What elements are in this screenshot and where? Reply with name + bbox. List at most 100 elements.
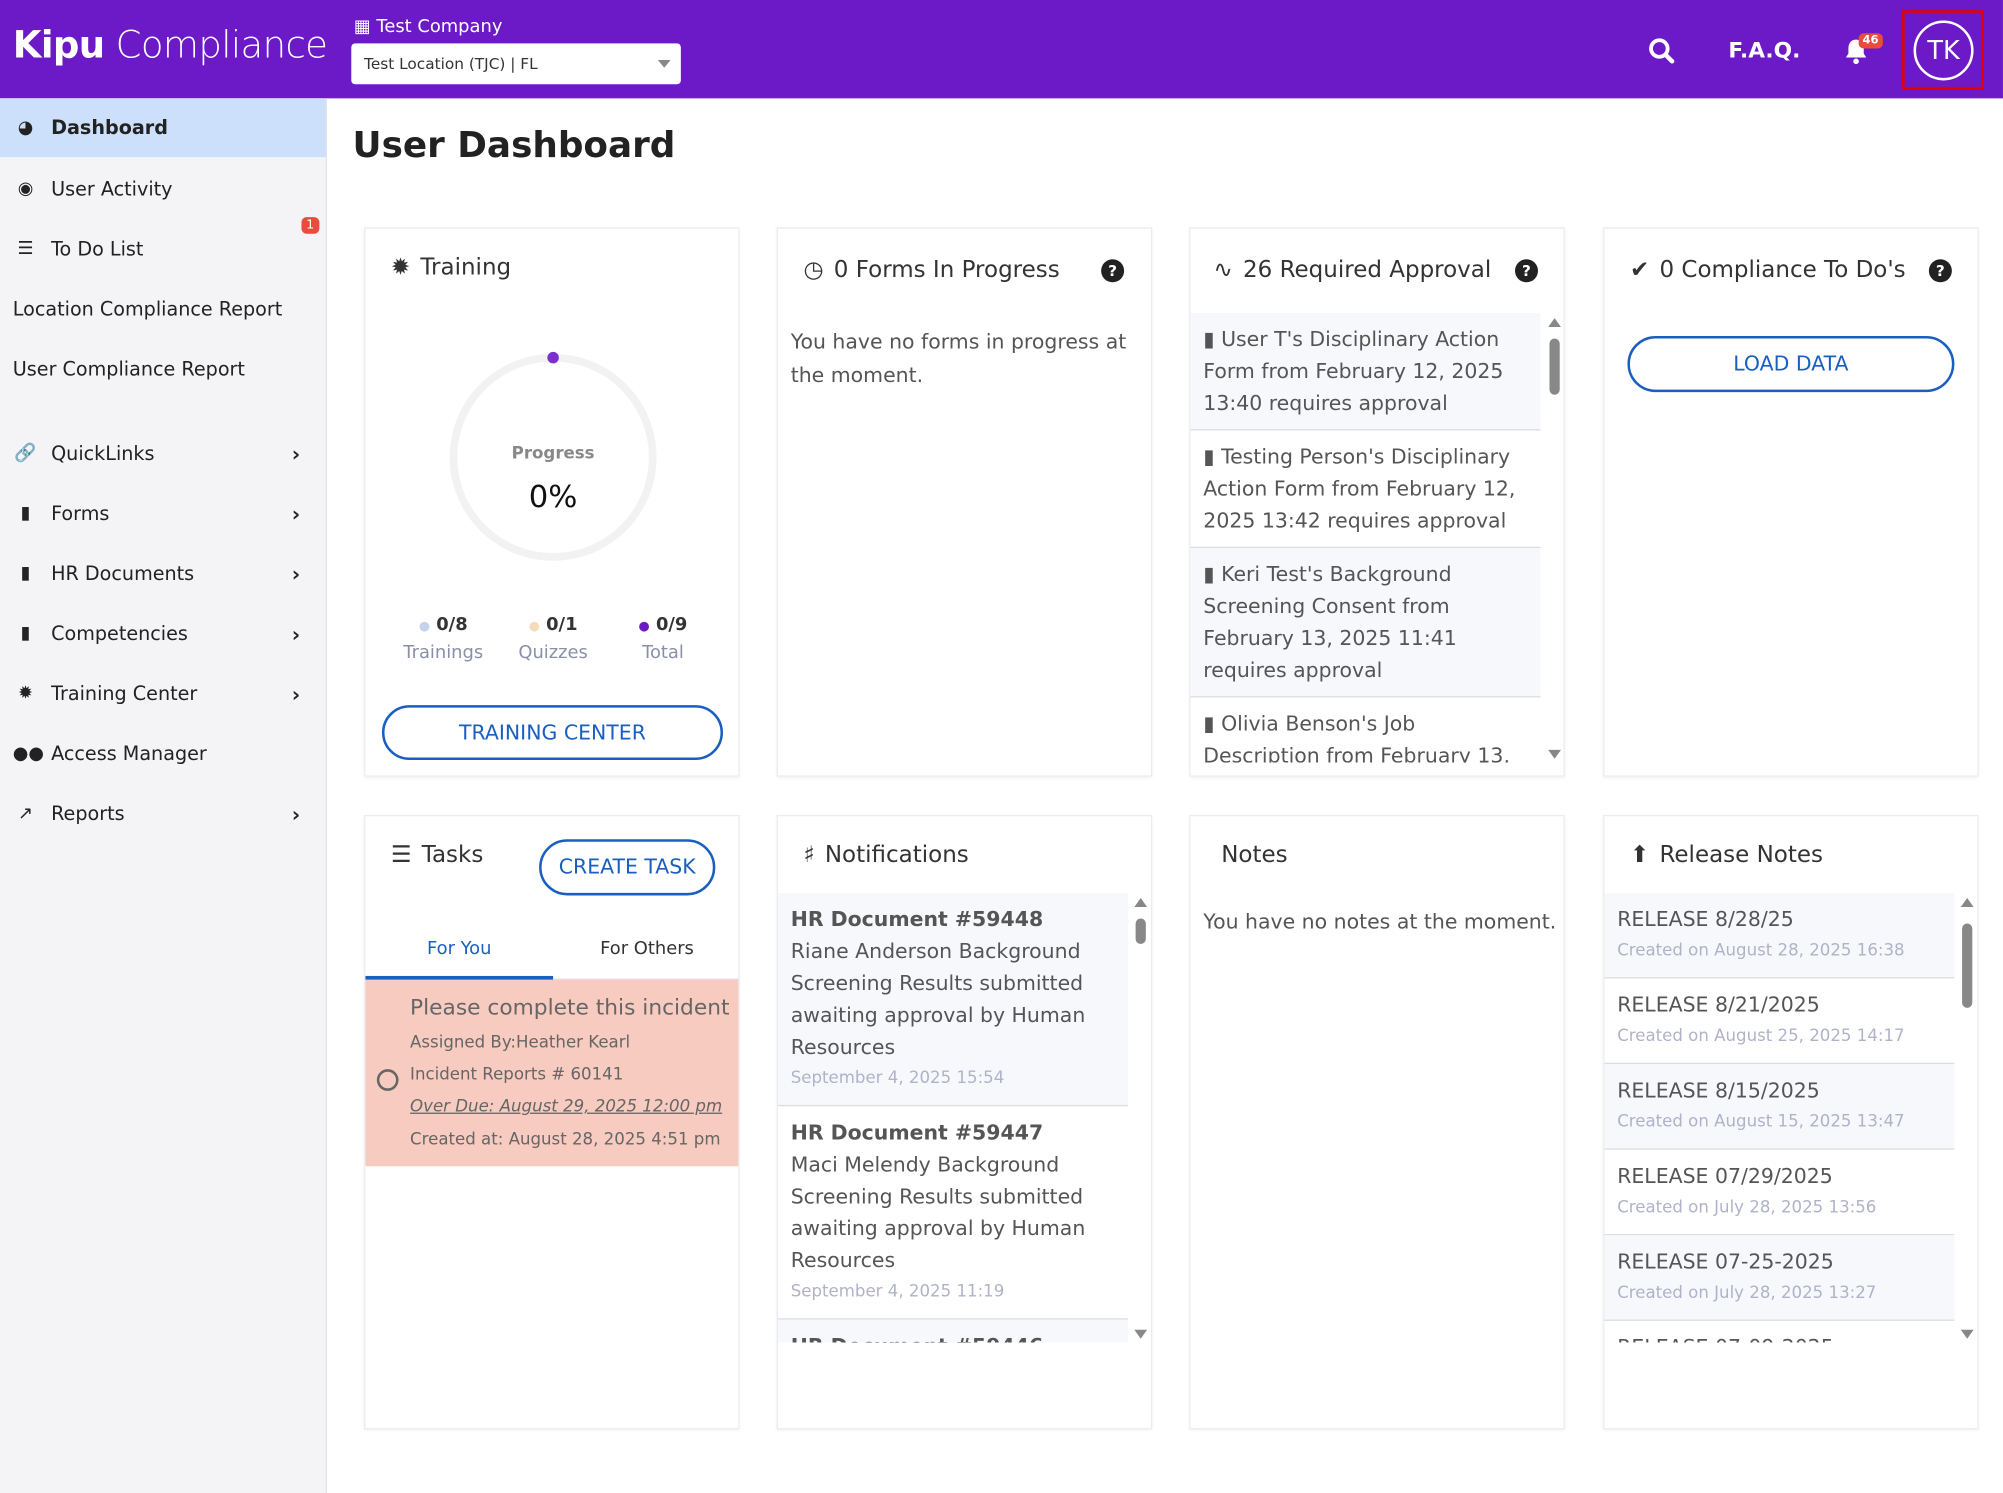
sidebar-item-label: QuickLinks bbox=[51, 441, 155, 465]
avatar[interactable]: TK bbox=[1913, 20, 1974, 81]
sidebar-item-label: Training Center bbox=[51, 682, 198, 706]
training-header: ✹ Training bbox=[391, 254, 511, 281]
task-due-date[interactable]: Over Due: August 29, 2025 12:00 pm bbox=[410, 1097, 723, 1117]
approval-item[interactable]: ▮ Olivia Benson's Job Description from F… bbox=[1191, 697, 1541, 763]
sidebar-item-dashboard[interactable]: ◕ Dashboard bbox=[0, 98, 326, 158]
release-item-date: Created on July 28, 2025 13:56 bbox=[1617, 1198, 1877, 1218]
help-icon[interactable]: ? bbox=[1514, 259, 1538, 283]
release-item-date: Created on August 28, 2025 16:38 bbox=[1617, 941, 1905, 961]
task-item[interactable]: Please complete this incident Assigned B… bbox=[365, 979, 739, 1167]
release-item-title: RELEASE 8/21/2025 bbox=[1617, 992, 1820, 1017]
id-badge-icon: ▮ bbox=[1203, 327, 1215, 352]
approval-title: 26 Required Approval bbox=[1243, 256, 1492, 284]
approval-item[interactable]: ▮ Testing Person's Disciplinary Action F… bbox=[1190, 430, 1541, 549]
release-item[interactable]: RELEASE 8/15/2025 Created on August 15, 2… bbox=[1604, 1064, 1955, 1150]
sidebar-item-training-center[interactable]: ✹ Training Center › bbox=[0, 664, 326, 723]
task-complete-radio[interactable] bbox=[376, 1069, 399, 1091]
create-task-button[interactable]: CREATE TASK bbox=[539, 839, 716, 896]
release-header: ⬆ Release Notes bbox=[1630, 842, 1823, 869]
link-icon: 🔗 bbox=[14, 443, 37, 464]
logo[interactable]: Kipu Compliance bbox=[13, 23, 328, 66]
notification-item[interactable]: HR Document #59446 bbox=[777, 1319, 1128, 1343]
approval-scrollbar[interactable] bbox=[1547, 318, 1562, 759]
approval-list: ▮ User T's Disciplinary Action Form from… bbox=[1190, 312, 1541, 763]
search-icon[interactable] bbox=[1648, 37, 1676, 65]
release-item-date: Created on August 15, 2025 13:47 bbox=[1617, 1112, 1905, 1132]
check-double-icon: ✔ bbox=[1629, 256, 1650, 284]
approval-item[interactable]: ▮ User T's Disciplinary Action Form from… bbox=[1190, 312, 1541, 431]
compliance-title: 0 Compliance To Do's bbox=[1659, 256, 1906, 284]
release-item[interactable]: RELEASE 07-09-2025 bbox=[1604, 1321, 1954, 1343]
sidebar-item-label: Location Compliance Report bbox=[12, 297, 283, 321]
compliance-todos-card: ✔ 0 Compliance To Do's ? LOAD DATA bbox=[1603, 227, 1979, 777]
sidebar-item-forms[interactable]: ▮ Forms › bbox=[0, 484, 326, 543]
approval-item[interactable]: ▮ Keri Test's Background Screening Conse… bbox=[1190, 548, 1541, 698]
sidebar-item-label: User Compliance Report bbox=[12, 357, 245, 381]
release-item[interactable]: RELEASE 07-25-2025 Created on July 28, 20… bbox=[1604, 1235, 1955, 1321]
sidebar-item-competencies[interactable]: ▮ Competencies › bbox=[0, 604, 326, 663]
logo-light: Compliance bbox=[115, 22, 328, 67]
location-select-value: Test Location (TJC) | FL bbox=[364, 54, 538, 73]
sidebar-item-location-compliance-report[interactable]: Location Compliance Report bbox=[0, 280, 326, 339]
help-icon[interactable]: ? bbox=[1101, 259, 1125, 283]
help-icon[interactable]: ? bbox=[1928, 259, 1952, 283]
dot-icon: ● bbox=[528, 619, 540, 634]
sidebar-item-quicklinks[interactable]: 🔗 QuickLinks › bbox=[0, 424, 326, 483]
sidebar-item-label: Forms bbox=[51, 502, 110, 526]
approval-text: Testing Person's Disciplinary Action For… bbox=[1203, 444, 1516, 533]
chevron-right-icon: › bbox=[291, 621, 301, 646]
sidebar-item-to-do-list[interactable]: ☰ To Do List 1 bbox=[0, 217, 326, 279]
notification-item[interactable]: HR Document #59447 Maci Melendy Backgroun… bbox=[777, 1106, 1128, 1320]
stat-quizzes: ● 0/1 Quizzes bbox=[498, 614, 608, 663]
release-item-title: RELEASE 8/28/25 bbox=[1617, 906, 1794, 932]
release-list: RELEASE 8/28/25 Created on August 28, 202… bbox=[1604, 892, 1955, 1343]
release-item[interactable]: RELEASE 07/29/2025 Created on July 28, 20… bbox=[1604, 1150, 1955, 1236]
notifications-scrollbar[interactable] bbox=[1133, 898, 1148, 1339]
tasks-header: ☰ Tasks bbox=[391, 842, 483, 869]
sidebar-item-user-activity[interactable]: ◉ User Activity bbox=[0, 160, 326, 219]
release-item-title: RELEASE 07-25-2025 bbox=[1617, 1249, 1834, 1274]
training-center-button[interactable]: TRAINING CENTER bbox=[381, 705, 724, 761]
clipboard-icon: ▮ bbox=[20, 623, 31, 644]
sidebar-item-label: Access Manager bbox=[51, 742, 207, 766]
sidebar-item-label: Dashboard bbox=[51, 116, 168, 140]
notification-item[interactable]: HR Document #59448 Riane Anderson Backgro… bbox=[777, 892, 1128, 1107]
dot-icon: ● bbox=[638, 619, 650, 634]
chevron-right-icon: › bbox=[291, 501, 301, 526]
gear-icon: ✹ bbox=[390, 254, 411, 282]
notification-body: Riane Anderson Background Screening Resu… bbox=[790, 938, 1086, 1059]
location-select[interactable]: Test Location (TJC) | FL bbox=[351, 43, 681, 85]
notes-empty-message: You have no notes at the moment. bbox=[1203, 909, 1557, 934]
compliance-header: ✔ 0 Compliance To Do's bbox=[1630, 257, 1906, 284]
user-menu[interactable]: TK bbox=[1902, 10, 1984, 90]
clock-icon: ◷ bbox=[803, 256, 824, 284]
logo-bold: Kipu bbox=[12, 22, 105, 67]
stat-trainings: ● 0/8 Trainings bbox=[388, 614, 498, 663]
sidebar-item-reports[interactable]: ↗ Reports › bbox=[0, 784, 326, 843]
arrow-circle-up-icon: ⬆ bbox=[1629, 841, 1650, 869]
tab-for-you[interactable]: For You bbox=[365, 929, 554, 980]
task-assigned: Assigned By:Heather Kearl bbox=[410, 1033, 631, 1053]
release-item[interactable]: RELEASE 8/21/2025 Created on August 25, 2… bbox=[1604, 978, 1955, 1065]
todo-badge: 1 bbox=[300, 217, 320, 234]
id-badge-icon: ▮ bbox=[1203, 562, 1215, 587]
tab-for-others[interactable]: For Others bbox=[553, 929, 739, 980]
approval-text: Olivia Benson's Job Description from Feb… bbox=[1203, 711, 1510, 763]
faq-link[interactable]: F.A.Q. bbox=[1728, 38, 1801, 64]
notifications-list: HR Document #59448 Riane Anderson Backgro… bbox=[777, 892, 1128, 1343]
sidebar-item-label: HR Documents bbox=[51, 562, 195, 586]
sidebar: ◕ Dashboard ◉ User Activity ☰ To Do List 1 L… bbox=[0, 98, 328, 1493]
id-badge-icon: ▮ bbox=[20, 563, 31, 584]
sidebar-item-access-manager[interactable]: ●● Access Manager bbox=[0, 724, 326, 783]
chevron-right-icon: › bbox=[291, 561, 301, 586]
release-scrollbar[interactable] bbox=[1960, 898, 1975, 1339]
release-item[interactable]: RELEASE 8/28/25 Created on August 28, 202… bbox=[1604, 892, 1955, 979]
release-notes-card: ⬆ Release Notes RELEASE 8/28/25 Created on… bbox=[1603, 814, 1979, 1430]
notifications-title: Notifications bbox=[824, 841, 969, 869]
signature-icon: ∿ bbox=[1213, 256, 1233, 284]
sidebar-item-hr-documents[interactable]: ▮ HR Documents › bbox=[0, 544, 326, 603]
task-title: Please complete this incident bbox=[410, 995, 730, 1021]
sidebar-item-user-compliance-report[interactable]: User Compliance Report bbox=[0, 340, 326, 399]
load-data-button[interactable]: LOAD DATA bbox=[1627, 335, 1955, 393]
page-title: User Dashboard bbox=[352, 123, 676, 167]
